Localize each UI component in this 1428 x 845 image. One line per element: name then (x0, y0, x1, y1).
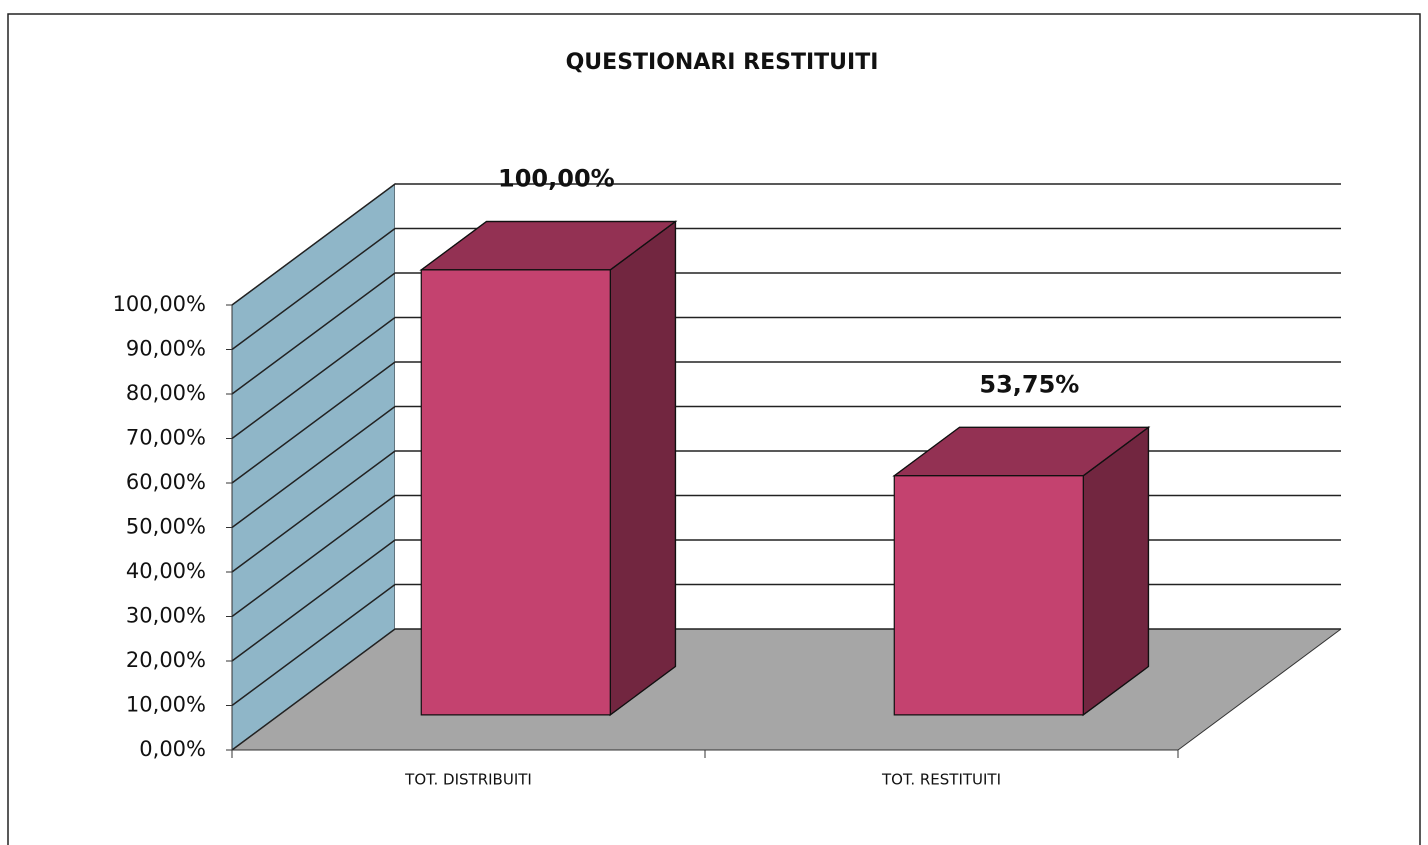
floor (232, 629, 1341, 750)
grid-line (231, 361, 1341, 484)
value-label: 53,75% (979, 370, 1079, 398)
grid-line (231, 183, 1341, 306)
x-tick-label: TOT. RESTITUITI (881, 771, 1001, 789)
floor-edge (1177, 628, 1342, 751)
grid-line (231, 405, 1341, 529)
grid-line (231, 316, 1341, 440)
bar (420, 269, 611, 716)
y-tick-label: 60,00% (126, 470, 206, 494)
y-tick-label: 80,00% (126, 381, 206, 405)
value-label: 100,00% (498, 165, 615, 193)
y-tick-label: 30,00% (126, 604, 206, 628)
y-tick-label: 100,00% (113, 292, 206, 316)
x-tick-label: TOT. DISTRIBUITI (404, 771, 532, 789)
bar-side-shade (609, 220, 677, 717)
bar-side-shade (1082, 426, 1150, 717)
y-tick-label: 70,00% (126, 426, 206, 450)
bar (893, 475, 1084, 716)
y-tick-label: 40,00% (126, 559, 206, 583)
y-tick-label: 20,00% (126, 648, 206, 672)
y-tick-label: 50,00% (126, 515, 206, 539)
chart-title: QUESTIONARI RESTITUITI (566, 50, 879, 75)
y-tick-label: 90,00% (126, 337, 206, 361)
y-tick-label: 0,00% (139, 737, 206, 761)
y-tick-label: 10,00% (126, 693, 206, 717)
grid-line (231, 227, 1341, 351)
grid-line (231, 272, 1341, 395)
